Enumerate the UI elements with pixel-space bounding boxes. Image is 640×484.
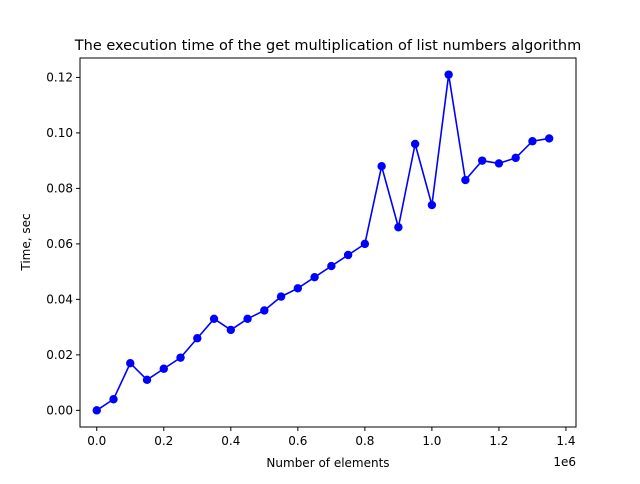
data-point <box>142 375 152 385</box>
y-tick-label: 0.12 <box>46 70 73 84</box>
data-point <box>528 137 537 146</box>
series-line <box>96 74 550 412</box>
data-point <box>427 200 437 210</box>
plot-area <box>79 57 577 428</box>
data-point <box>293 284 303 293</box>
chart-title: The execution time of the get multiplica… <box>74 38 581 54</box>
x-axis-label: Number of elements <box>266 456 389 470</box>
x-tick-label: 1.0 <box>422 434 441 448</box>
data-point <box>327 261 336 271</box>
data-point <box>494 159 504 168</box>
data-point <box>159 364 168 373</box>
y-tick-label: 0.08 <box>46 181 73 195</box>
data-point <box>461 175 470 185</box>
data-point <box>92 406 101 415</box>
axes: 0.0 0.2 0.4 0.6 0.8 1.0 1.2 1.4 0.00 0.02 0.04 0.06… <box>46 57 577 448</box>
data-point <box>477 156 487 165</box>
x-tick-label: 0.4 <box>221 434 240 448</box>
data-point <box>126 358 135 368</box>
data-point <box>377 162 386 171</box>
data-point <box>193 334 202 343</box>
data-point <box>544 134 554 143</box>
x-axis-offset-label: 1e6 <box>553 455 576 469</box>
y-tick-label: 0.10 <box>46 126 73 140</box>
data-point <box>243 314 252 323</box>
data-point <box>226 325 236 335</box>
y-axis-label: Time, sec <box>19 213 33 271</box>
x-tick-label: 0.0 <box>87 434 106 448</box>
data-point <box>109 395 118 404</box>
x-tick-label: 0.8 <box>355 434 374 448</box>
data-point <box>310 272 319 282</box>
data-point <box>343 250 353 260</box>
y-tick-label: 0.06 <box>46 237 73 251</box>
x-tick-label: 0.6 <box>288 434 307 448</box>
y-tick-label: 0.02 <box>46 348 73 362</box>
data-point <box>276 292 286 301</box>
y-tick-label: 0.00 <box>46 403 73 417</box>
data-point <box>260 306 269 315</box>
data-point <box>209 314 219 323</box>
x-tick-label: 0.2 <box>154 434 173 448</box>
data-point <box>444 70 453 79</box>
data-point <box>511 153 520 163</box>
data-point <box>176 353 185 362</box>
data-point <box>360 239 370 249</box>
data-point <box>394 223 403 232</box>
data-point <box>410 139 420 149</box>
x-tick-label: 1.2 <box>489 434 508 448</box>
x-tick-label: 1.4 <box>556 434 575 448</box>
y-tick-label: 0.04 <box>46 292 73 306</box>
